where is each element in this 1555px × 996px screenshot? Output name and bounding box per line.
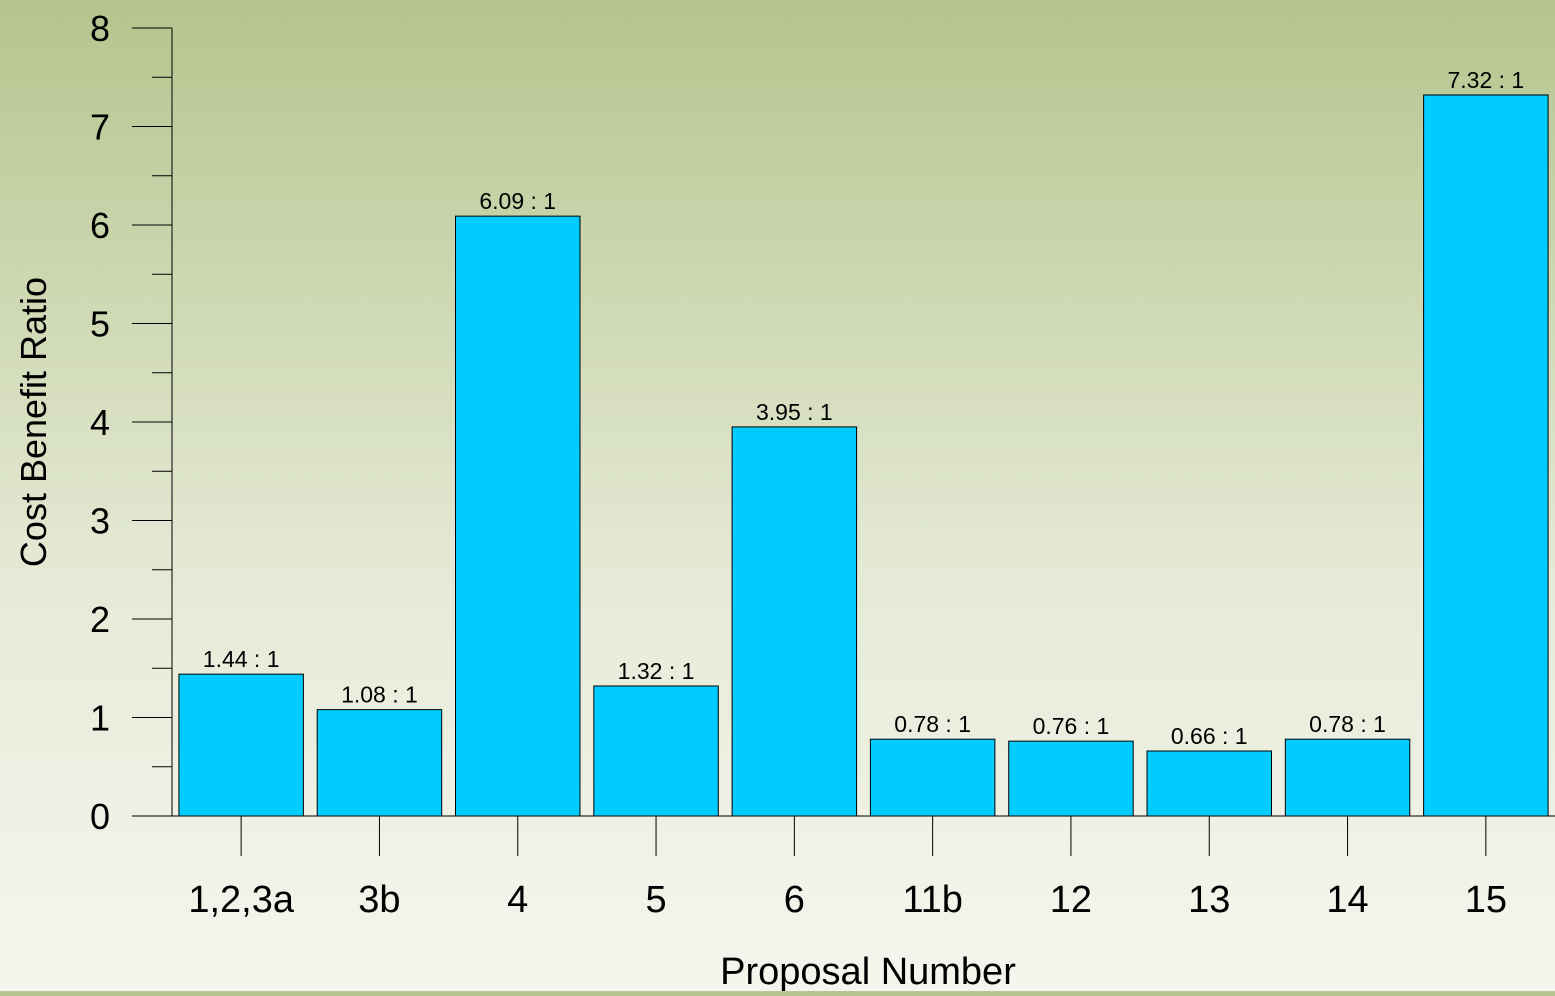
x-tick-label: 12 [1050, 879, 1092, 921]
bar-7 [1008, 740, 1134, 817]
bar-6 [869, 738, 996, 817]
y-tick-label: 3 [90, 501, 110, 542]
y-tick-label: 7 [90, 107, 110, 148]
x-tick-label: 5 [645, 879, 666, 921]
bar-4 [593, 685, 719, 817]
bar-10 [1423, 94, 1549, 817]
bar-value-label: 1.44 : 1 [203, 646, 280, 672]
bar-value-label: 0.78 : 1 [894, 711, 971, 737]
x-tick-label: 1,2,3a [188, 879, 295, 921]
y-tick-label: 4 [90, 402, 110, 443]
y-tick-label: 2 [90, 599, 110, 640]
bar-value-label: 0.66 : 1 [1171, 723, 1248, 749]
bar-value-label: 0.76 : 1 [1033, 713, 1110, 739]
y-tick-label: 6 [90, 205, 110, 246]
y-tick-label: 5 [90, 304, 110, 345]
bar-value-label: 1.32 : 1 [618, 658, 695, 684]
x-axis-label: Proposal Number [720, 951, 1016, 991]
bar-3 [455, 215, 581, 817]
y-tick-label: 1 [90, 698, 110, 739]
bar-1 [178, 673, 304, 817]
bar-value-label: 3.95 : 1 [756, 399, 833, 425]
bars: 1.44 : 1 1.08 : 1 6.09 : 1 1.32 : 1 3.95 : 1… [178, 67, 1549, 817]
x-tick-label: 4 [507, 879, 528, 921]
bar-value-label: 7.32 : 1 [1447, 67, 1524, 93]
y-tick-label: 0 [90, 796, 110, 837]
x-tick-label: 6 [784, 879, 805, 921]
x-tick-label: 14 [1326, 879, 1368, 921]
y-axis: 0 1 2 3 4 5 6 7 8 [90, 8, 173, 837]
bar-8 [1146, 750, 1272, 817]
y-axis-label: Cost Benefit Ratio [13, 277, 54, 567]
y-tick-label: 8 [90, 8, 110, 49]
bar-9 [1284, 738, 1411, 817]
x-tick-label: 13 [1188, 879, 1230, 921]
bar-2 [316, 709, 443, 817]
x-tick-label: 11b [902, 879, 963, 921]
bar-value-label: 6.09 : 1 [479, 188, 556, 214]
x-tick-label: 3b [358, 879, 400, 921]
bar-value-label: 0.78 : 1 [1309, 711, 1386, 737]
x-tick-label: 15 [1465, 879, 1507, 921]
bar-5 [731, 426, 858, 817]
bar-value-label: 1.08 : 1 [341, 682, 418, 708]
x-axis: 1,2,3a 3b 4 5 6 11b 12 13 14 15 [132, 815, 1555, 921]
